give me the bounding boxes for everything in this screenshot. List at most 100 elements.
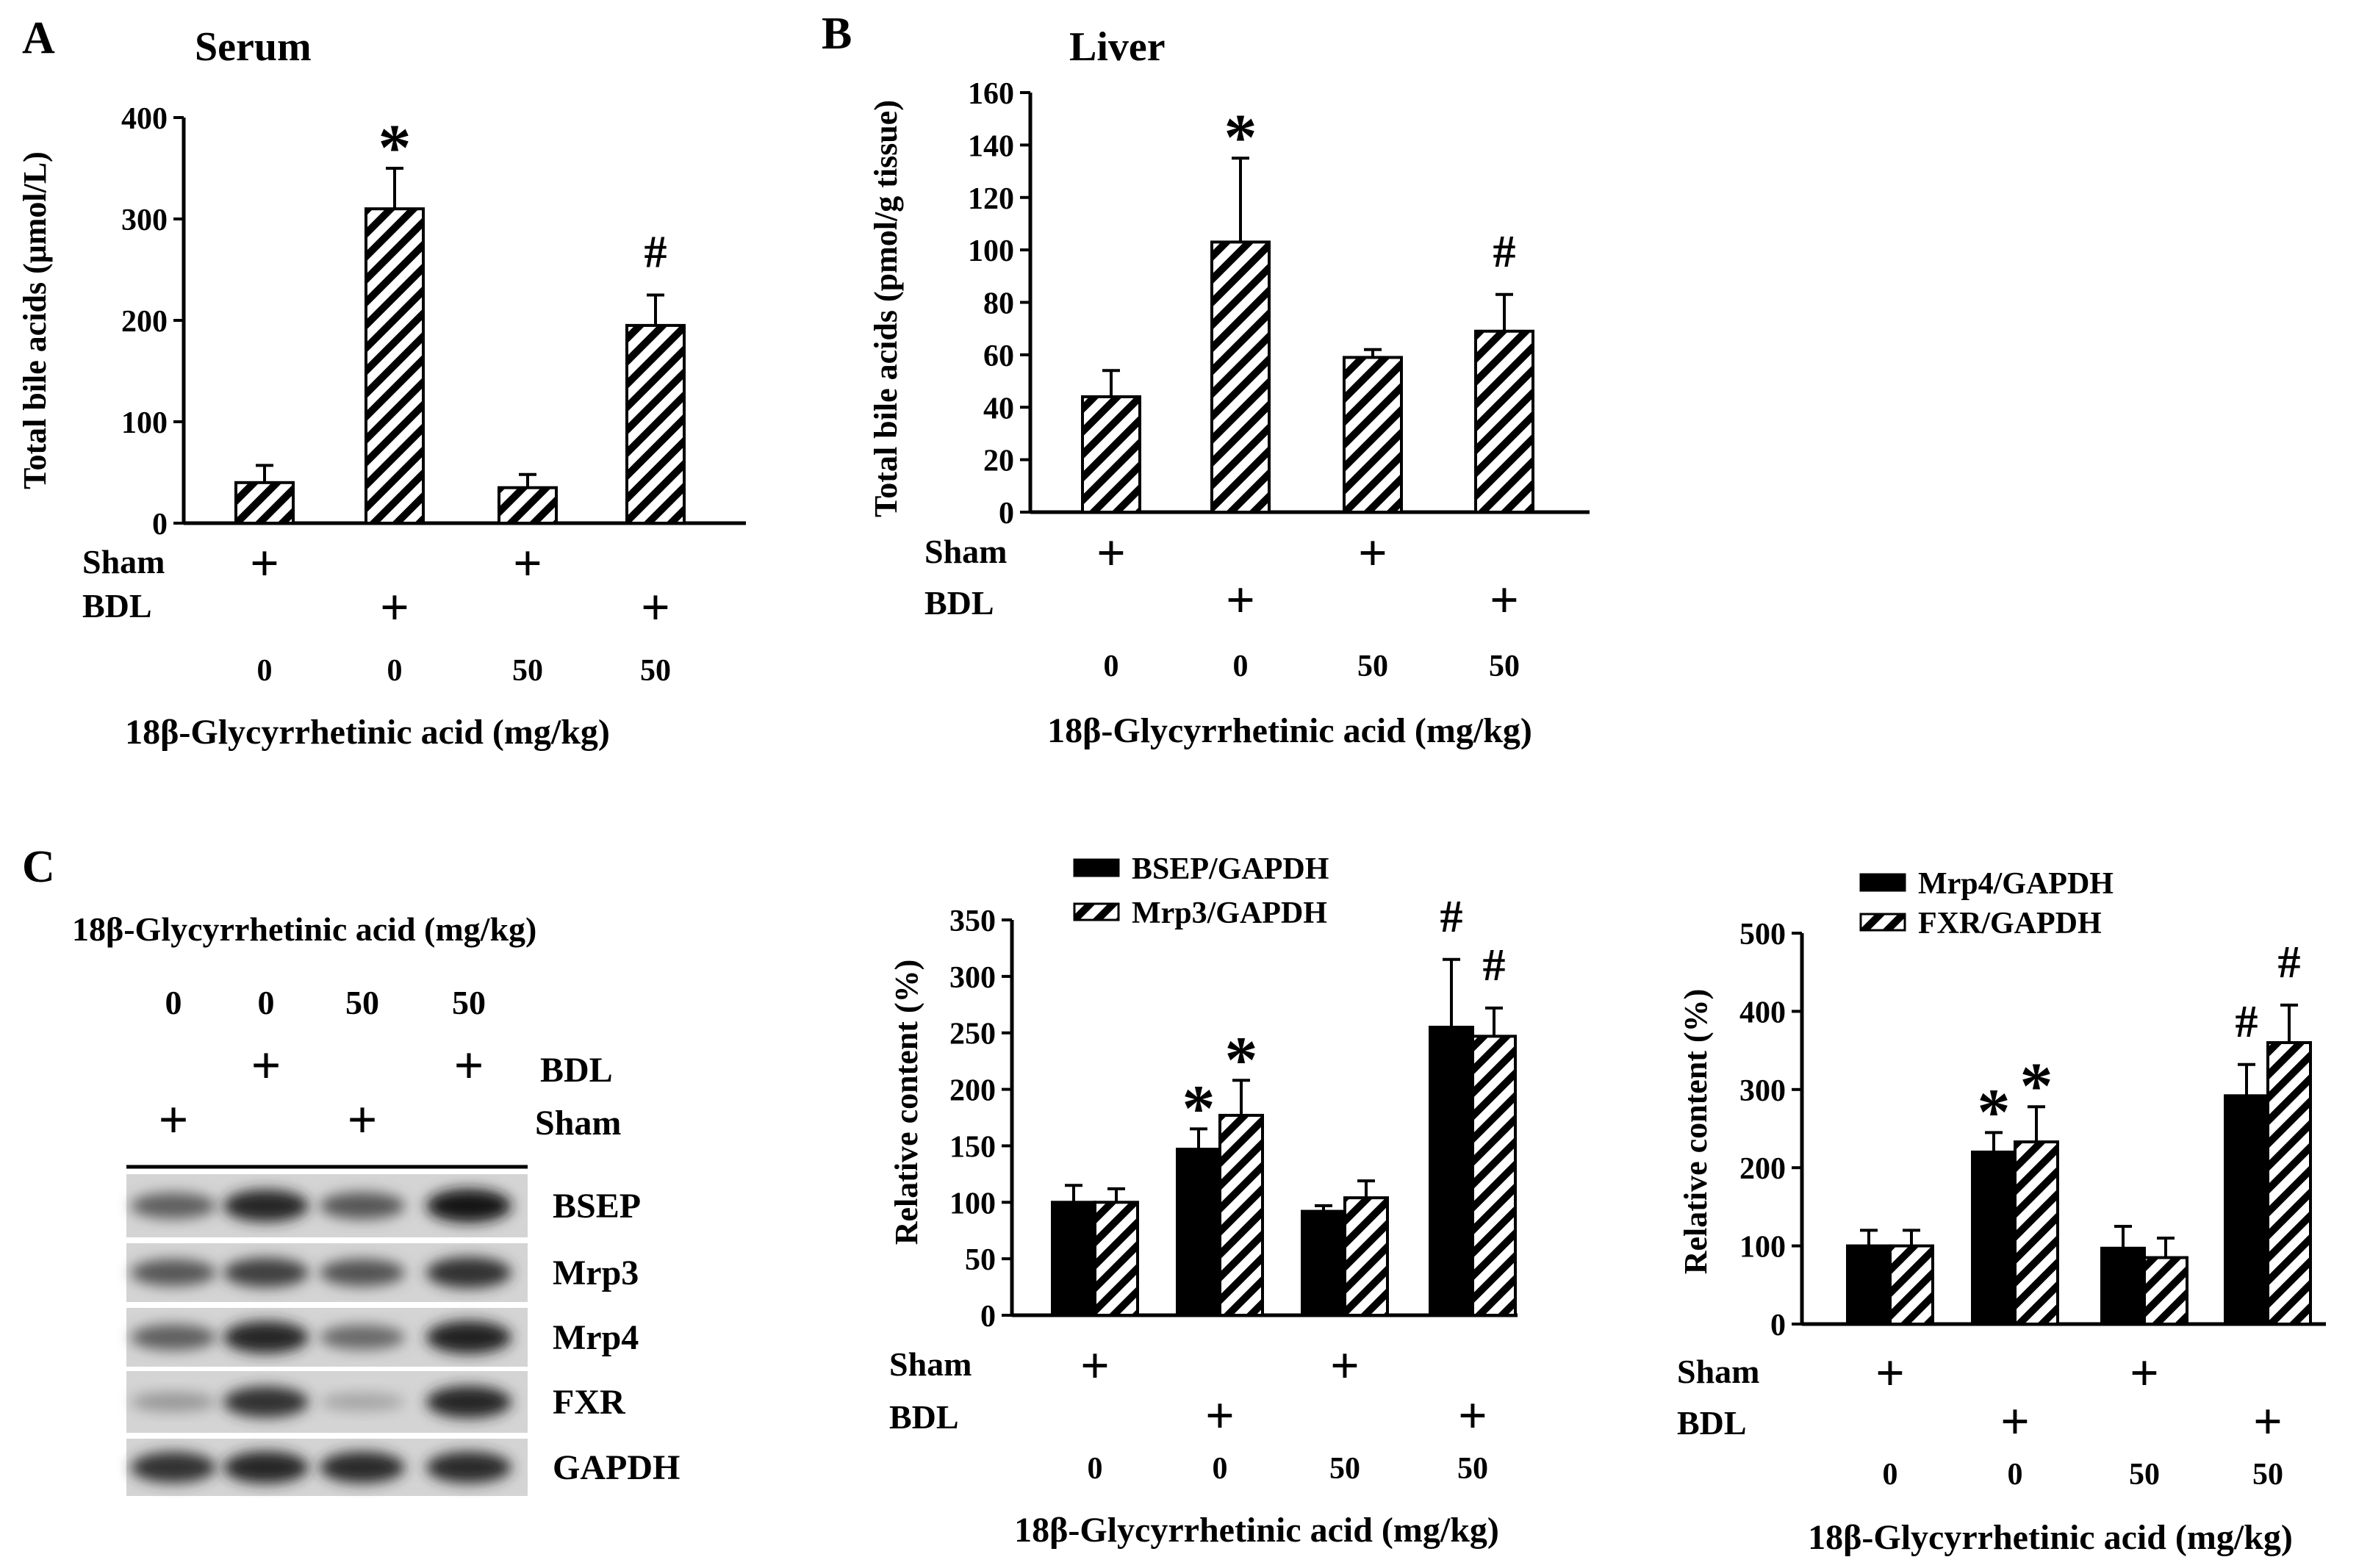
bar (234, 481, 295, 525)
y-tick-label: 0 (152, 508, 168, 542)
blot-band (223, 1190, 309, 1222)
bar (1343, 1196, 1389, 1317)
blot-band (426, 1386, 511, 1418)
x-axis-label: 18β-Glycyrrhetinic acid (mg/kg) (1014, 1511, 1499, 1550)
bar (1474, 329, 1534, 514)
y-tick-label: 0 (980, 1300, 996, 1334)
dose-label: 50 (1489, 650, 1520, 683)
significance-mark: # (2236, 997, 2258, 1047)
legend-label: BSEP/GAPDH (1132, 852, 1329, 886)
bar (1051, 1201, 1096, 1317)
y-tick-label: 80 (983, 287, 1014, 321)
blot-row-label: Mrp3 (553, 1254, 639, 1292)
y-tick-label: 100 (121, 406, 168, 440)
row-label-bdl: BDL (889, 1398, 959, 1436)
dose-label: 50 (512, 654, 543, 688)
blot-sham-mark-1: + (158, 1090, 188, 1149)
bar (2224, 1094, 2269, 1326)
dose-label: 0 (2008, 1458, 2023, 1492)
chart-liver-bile-acids: Liver Total bile acids (pmol/g tissue) 0 20… (868, 24, 1590, 750)
y-tick-label: 300 (949, 961, 996, 995)
y-tick-label: 60 (983, 339, 1014, 373)
significance-mark: * (1978, 1076, 2011, 1148)
y-tick-label: 300 (1739, 1074, 1786, 1108)
panel-letter-c: C (22, 842, 55, 892)
dose-label: 50 (640, 654, 671, 688)
chart-title: Serum (195, 24, 312, 70)
blot-band (426, 1320, 511, 1354)
legend-swatch (1859, 873, 1906, 892)
significance-mark: # (2278, 938, 2301, 988)
sham-mark: + (1358, 525, 1387, 582)
x-axis-label: 18β-Glycyrrhetinic acid (mg/kg) (1808, 1518, 2293, 1557)
bar (2266, 1040, 2312, 1326)
dose-label: 50 (2129, 1458, 2160, 1492)
row-label-sham: Sham (924, 533, 1007, 570)
y-tick-label: 300 (121, 204, 168, 237)
significance-mark: * (1225, 1024, 1258, 1096)
dose-label: 0 (1233, 650, 1249, 683)
dose-label: 0 (387, 654, 403, 688)
blot-bdl-label: BDL (540, 1051, 613, 1090)
bdl-mark: + (1490, 572, 1519, 629)
blot-row-label: GAPDH (553, 1448, 680, 1487)
y-tick-label: 140 (968, 129, 1014, 163)
blot-row-label: BSEP (553, 1187, 641, 1226)
y-tick-label: 0 (1770, 1309, 1786, 1342)
dose-label: 0 (1104, 650, 1119, 683)
y-tick-label: 20 (983, 445, 1014, 478)
y-tick-label: 150 (949, 1130, 996, 1164)
y-tick-label: 350 (949, 905, 996, 938)
western-blot-panel: 18β-Glycyrrhetinic acid (mg/kg) 0 0 50 5… (72, 910, 680, 1496)
chart-title: Liver (1069, 24, 1166, 70)
sham-mark: + (1096, 525, 1126, 582)
significance-mark: # (644, 228, 667, 278)
blot-band (131, 1451, 216, 1484)
dose-label: 50 (1457, 1452, 1488, 1486)
significance-mark: * (378, 112, 412, 184)
blot-sham-mark-3: + (347, 1090, 377, 1149)
row-label-bdl: BDL (82, 587, 152, 625)
blot-band (320, 1259, 405, 1287)
sham-mark: + (250, 536, 279, 592)
bdl-mark: + (380, 580, 409, 636)
bar (498, 486, 558, 525)
bar (1176, 1148, 1221, 1317)
blot-dose-2: 0 (258, 984, 275, 1021)
y-tick-label: 100 (949, 1187, 996, 1220)
bar (1343, 356, 1403, 514)
y-axis-label: Relative content (%) (1678, 989, 1714, 1275)
y-tick-label: 400 (1739, 996, 1786, 1029)
blot-bdl-mark-2: + (251, 1036, 281, 1095)
bar (1094, 1201, 1139, 1317)
row-label-bdl: BDL (924, 584, 994, 622)
y-tick-label: 100 (968, 234, 1014, 268)
legend-swatch (1859, 913, 1906, 932)
bar (2143, 1256, 2188, 1326)
chart-mrp4-fxr-content: Relative content (%)0100200300400500*#*#… (1677, 867, 2326, 1557)
panel-letter-a: A (22, 13, 55, 63)
bar (1971, 1150, 2017, 1326)
y-tick-label: 200 (121, 305, 168, 339)
bar (1301, 1209, 1346, 1317)
significance-mark: * (1224, 101, 1257, 174)
sham-mark: + (2130, 1345, 2159, 1402)
sham-mark: + (513, 536, 542, 592)
y-tick-label: 250 (949, 1018, 996, 1051)
y-tick-label: 200 (949, 1074, 996, 1108)
y-tick-label: 40 (983, 392, 1014, 425)
y-tick-label: 100 (1739, 1231, 1786, 1265)
y-tick-label: 120 (968, 182, 1014, 216)
blot-band (320, 1325, 405, 1350)
bdl-mark: + (1458, 1388, 1487, 1445)
dose-label: 50 (1329, 1452, 1360, 1486)
blot-band (426, 1189, 511, 1223)
bar (1471, 1035, 1517, 1317)
bar (1210, 240, 1271, 514)
blot-dose-1: 0 (165, 984, 182, 1021)
bdl-mark: + (2000, 1394, 2030, 1450)
bar (1889, 1244, 1934, 1326)
y-tick-label: 400 (121, 102, 168, 136)
bar (625, 323, 686, 525)
